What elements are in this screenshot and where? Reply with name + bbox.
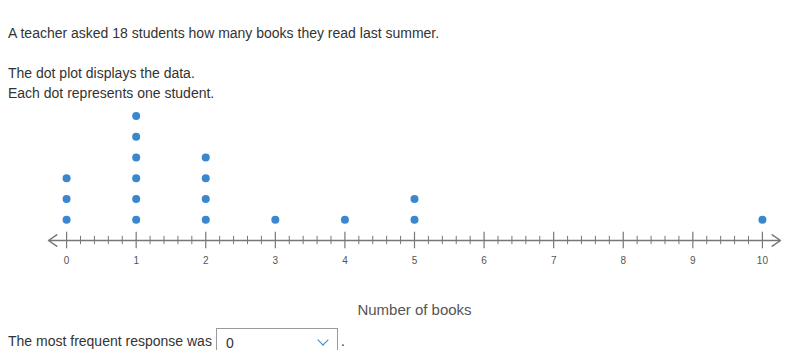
svg-text:6: 6: [481, 255, 487, 266]
svg-text:1: 1: [133, 255, 139, 266]
svg-text:4: 4: [342, 255, 348, 266]
svg-text:Number of books: Number of books: [357, 301, 471, 318]
svg-text:10: 10: [757, 255, 769, 266]
svg-text:5: 5: [412, 255, 418, 266]
svg-text:8: 8: [620, 255, 626, 266]
html-text:Each dot represents one studen: Each dot represents one student.: [8, 85, 215, 101]
svg-text:0: 0: [64, 255, 70, 266]
html-text:A teacher asked 18 students ho: A teacher asked 18 students how many boo…: [8, 25, 440, 41]
svg-text:7: 7: [551, 255, 557, 266]
html-text:The most frequent response was: The most frequent response was: [8, 333, 212, 349]
svg-text:3: 3: [273, 255, 279, 266]
svg-text:2: 2: [203, 255, 209, 266]
html-text:The dot plot displays the data: The dot plot displays the data.: [8, 65, 195, 81]
html-text:0: 0: [225, 335, 234, 350]
svg-text:9: 9: [690, 255, 696, 266]
